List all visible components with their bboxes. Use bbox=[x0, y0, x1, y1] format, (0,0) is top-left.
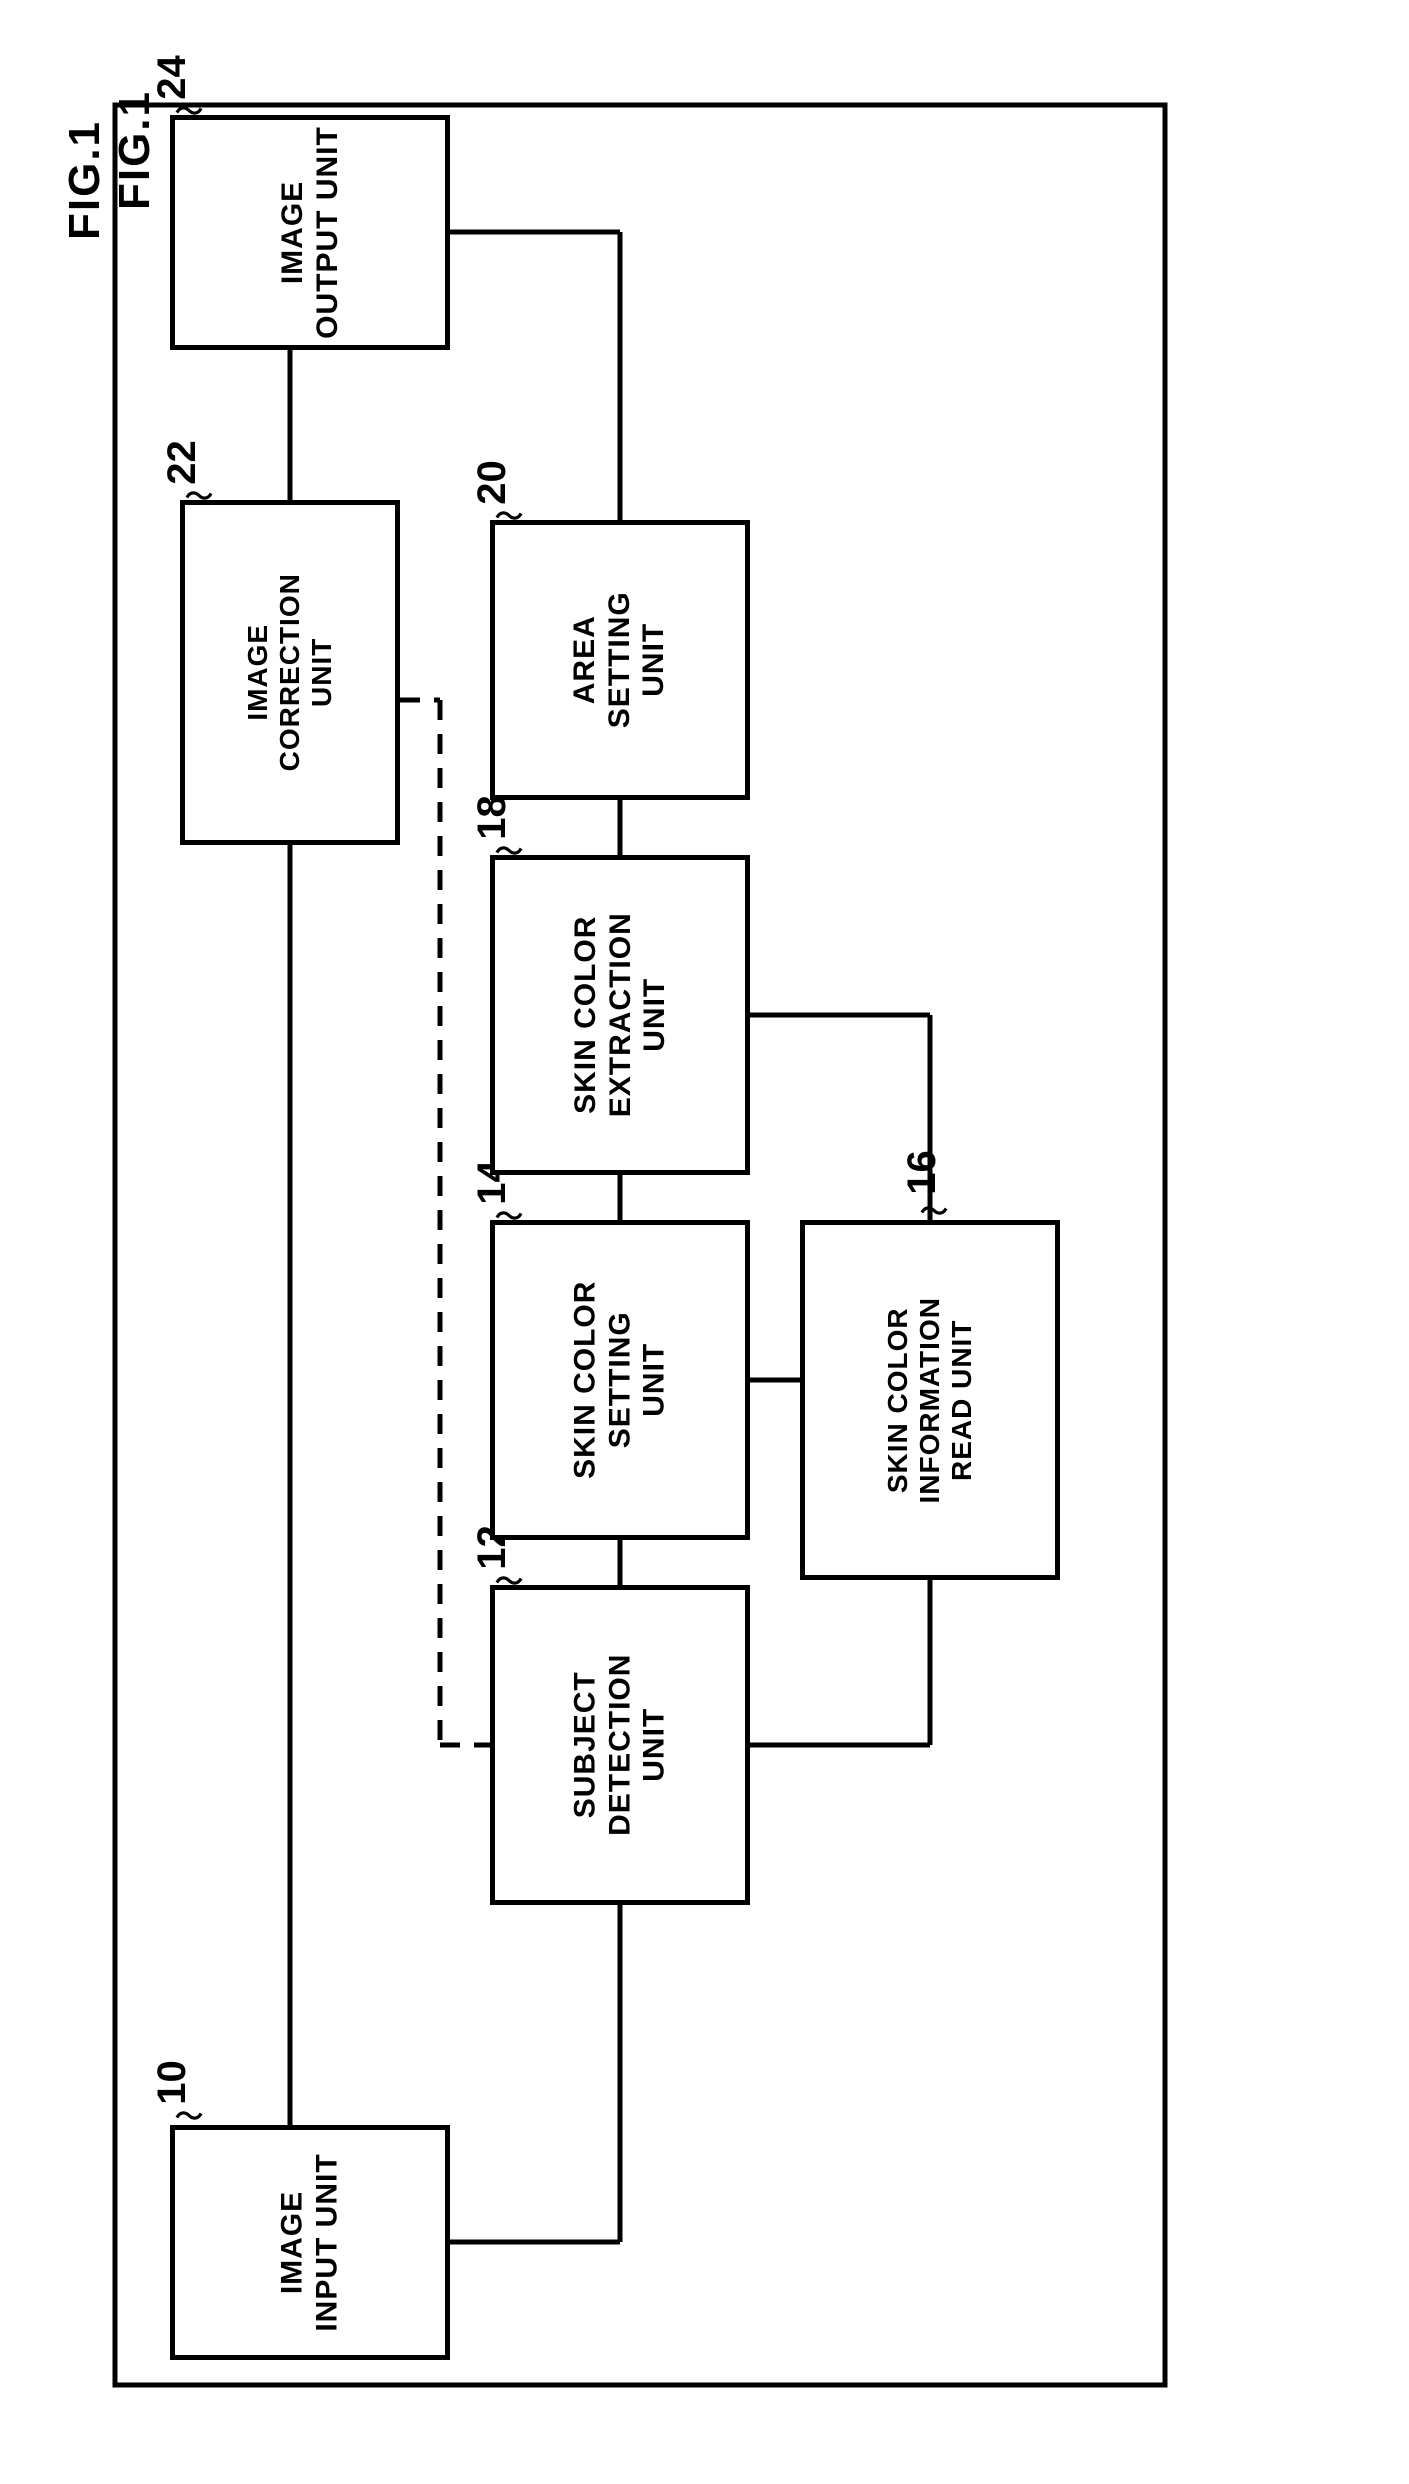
box-skin-color-setting: SKIN COLOR SETTING UNIT bbox=[490, 1220, 750, 1540]
box-image-correction: IMAGE CORRECTION UNIT bbox=[180, 500, 400, 845]
ref-10-squiggle: 〜 bbox=[175, 2095, 203, 2135]
ref-16-text: 16 bbox=[900, 1150, 944, 1195]
ref-14-squiggle: 〜 bbox=[495, 1195, 523, 1235]
box-skin-color-extraction-label: SKIN COLOR EXTRACTION UNIT bbox=[568, 913, 672, 1118]
diagram-page: FIG.1 bbox=[0, 0, 1409, 2484]
figure-title-text: FIG.1 bbox=[60, 120, 109, 240]
ref-16-squiggle: 〜 bbox=[920, 1190, 948, 1230]
ref-20-squiggle: 〜 bbox=[495, 495, 523, 535]
box-image-output-label: IMAGE OUTPUT UNIT bbox=[276, 126, 345, 339]
box-skin-color-setting-label: SKIN COLOR SETTING UNIT bbox=[568, 1281, 672, 1479]
box-image-input: IMAGE INPUT UNIT bbox=[170, 2125, 450, 2360]
box-image-output: IMAGE OUTPUT UNIT bbox=[170, 115, 450, 350]
box-skin-color-read: SKIN COLOR INFORMATION READ UNIT bbox=[800, 1220, 1060, 1580]
ref-12-squiggle: 〜 bbox=[495, 1560, 523, 1600]
box-area-setting: AREA SETTING UNIT bbox=[490, 520, 750, 800]
box-subject-detection: SUBJECT DETECTION UNIT bbox=[490, 1585, 750, 1905]
ref-16: 16 bbox=[900, 1150, 945, 1195]
box-skin-color-extraction: SKIN COLOR EXTRACTION UNIT bbox=[490, 855, 750, 1175]
box-skin-color-read-label: SKIN COLOR INFORMATION READ UNIT bbox=[882, 1297, 979, 1503]
box-area-setting-label: AREA SETTING UNIT bbox=[568, 591, 672, 728]
ref-18-squiggle: 〜 bbox=[495, 830, 523, 870]
box-image-input-label: IMAGE INPUT UNIT bbox=[275, 2153, 344, 2331]
box-subject-detection-label: SUBJECT DETECTION UNIT bbox=[568, 1654, 672, 1836]
figure-title-rotated: FIG.1 bbox=[60, 120, 110, 240]
box-image-correction-label: IMAGE CORRECTION UNIT bbox=[242, 573, 339, 771]
ref-24-squiggle: 〜 bbox=[175, 90, 203, 130]
ref-22-squiggle: 〜 bbox=[185, 475, 213, 515]
